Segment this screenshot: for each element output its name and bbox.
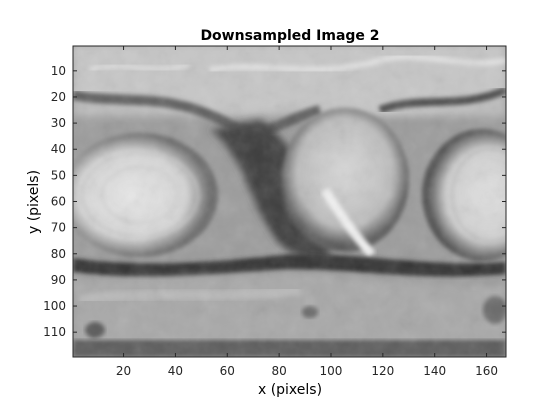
y-tick-label: 110 — [43, 325, 66, 339]
y-tick-label: 60 — [51, 195, 66, 209]
y-tick-label: 50 — [51, 168, 66, 182]
downsampled-image — [62, 46, 542, 357]
y-tick-label: 70 — [51, 221, 66, 235]
figure-title: Downsampled Image 2 — [200, 28, 379, 44]
y-tick-label: 20 — [51, 90, 66, 104]
x-tick-label: 100 — [320, 364, 343, 378]
y-tick-label: 100 — [43, 299, 66, 313]
x-tick-label: 160 — [475, 364, 498, 378]
y-tick-label: 90 — [51, 273, 66, 287]
y-tick-label: 80 — [51, 247, 66, 261]
y-tick-label: 10 — [51, 64, 66, 78]
x-tick-label: 80 — [271, 364, 286, 378]
x-axis-label: x (pixels) — [258, 382, 322, 398]
y-tick-label: 40 — [51, 142, 66, 156]
y-tick-label: 30 — [51, 116, 66, 130]
x-tick-label: 120 — [371, 364, 394, 378]
x-tick-label: 40 — [168, 364, 183, 378]
y-axis-label: y (pixels) — [26, 170, 42, 234]
x-tick-label: 140 — [423, 364, 446, 378]
x-tick-label: 20 — [116, 364, 131, 378]
x-tick-label: 60 — [220, 364, 235, 378]
